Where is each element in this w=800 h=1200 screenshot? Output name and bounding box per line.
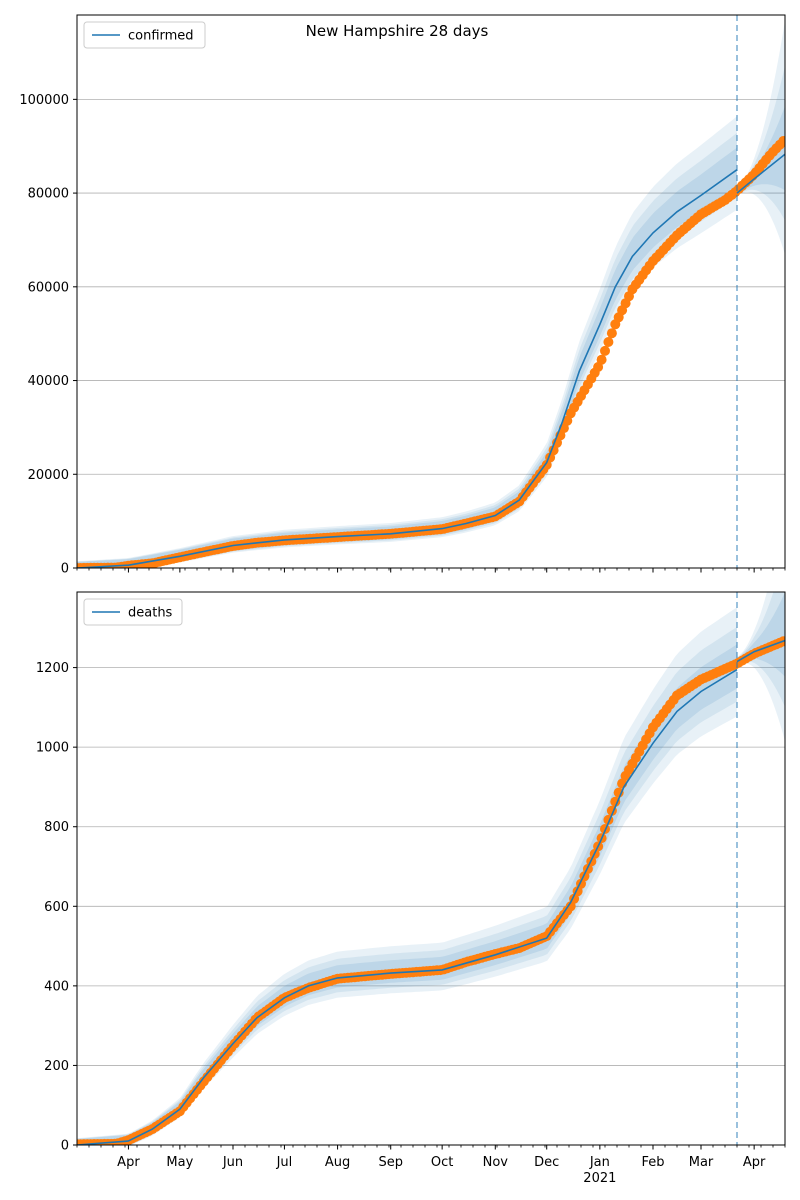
observed-point: [596, 354, 607, 365]
confidence-band-0-0: [77, 116, 737, 568]
observed-point: [778, 136, 785, 146]
y-tick-label: 1000: [36, 741, 69, 756]
legend-label: confirmed: [128, 29, 194, 44]
deaths-panel: 0 200 400 600 800 1000 1200 Apr May Jun Jul Aug Sep O…: [36, 591, 786, 1186]
observed-point: [565, 901, 576, 912]
y-tick-label: 600: [44, 900, 69, 915]
x-tick-label: Apr: [117, 1155, 140, 1170]
y-tick-label: 100000: [19, 93, 69, 108]
confidence-band-1-0: [77, 132, 737, 568]
x-tick-label: Dec: [534, 1155, 559, 1170]
y-tick-label: 0: [61, 1139, 69, 1154]
x-tick-label: Aug: [325, 1155, 350, 1170]
x-tick-sublabel: 2021: [583, 1171, 616, 1186]
confidence-band-0-1: [737, 20, 785, 255]
observed-point: [606, 328, 617, 339]
legend-label: deaths: [128, 606, 173, 621]
legend-box: [83, 21, 206, 49]
x-tick-label: Jul: [276, 1155, 293, 1170]
x-tick-label: Sep: [378, 1155, 403, 1170]
legend-box: [83, 598, 183, 626]
x-tick-label: Jan: [589, 1155, 610, 1170]
y-tick-label: 60000: [28, 280, 69, 295]
chart-title: New Hampshire 28 days: [306, 22, 489, 40]
legend: confirmed: [83, 21, 206, 49]
plot-area: [77, 592, 785, 1145]
y-tick-label: 0: [61, 562, 69, 577]
model-line-model-forecast: [736, 153, 785, 194]
confidence-band-0-0: [77, 607, 737, 1145]
y-tick-label: 40000: [28, 374, 69, 389]
y-tick-label: 1200: [36, 661, 69, 676]
confidence-band-0-1: [737, 592, 785, 742]
model-line-model-forecast: [736, 639, 785, 663]
observed-point: [603, 337, 614, 347]
model-line-model: [77, 169, 738, 568]
y-tick-label: 20000: [28, 468, 69, 483]
y-tick-label: 400: [44, 979, 69, 994]
axes-frame: [76, 14, 786, 569]
model-line-model: [77, 668, 738, 1145]
x-tick-label: Oct: [431, 1155, 453, 1170]
x-tick-label: Nov: [483, 1155, 509, 1170]
x-tick-label: Apr: [743, 1155, 766, 1170]
legend: deaths: [83, 598, 183, 626]
x-tick-label: Jun: [222, 1155, 243, 1170]
y-tick-label: 200: [44, 1059, 69, 1074]
plot-area: [77, 20, 785, 568]
y-tick-label: 800: [44, 820, 69, 835]
confidence-band-2-1: [737, 106, 785, 196]
x-tick-label: Feb: [641, 1155, 664, 1170]
axes-frame: [76, 591, 786, 1146]
y-tick-label: 80000: [28, 187, 69, 202]
x-tick-label: May: [166, 1155, 193, 1170]
confirmed-panel: 0 20000 40000 60000 80000 100000 confirmed: [19, 14, 786, 577]
confidence-band-1-0: [77, 626, 737, 1145]
x-tick-label: Mar: [689, 1155, 714, 1170]
observed-point: [600, 345, 610, 356]
